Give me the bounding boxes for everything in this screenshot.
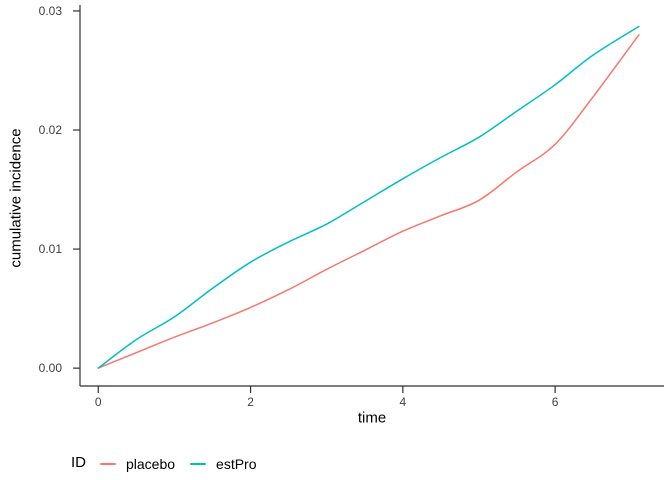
- y-tick-label: 0.01: [38, 242, 62, 257]
- legend-item-placebo: placebo: [100, 456, 175, 472]
- legend-line-swatch: [100, 463, 116, 465]
- y-tick-label: 0.03: [38, 3, 62, 18]
- legend: ID placebo estPro: [71, 452, 272, 473]
- x-tick-label: 6: [551, 395, 559, 409]
- legend-title: ID: [71, 453, 86, 471]
- x-tick-label: 0: [94, 395, 102, 409]
- legend-items: placebo estPro: [100, 452, 272, 472]
- series-line-placebo: [97, 34, 640, 369]
- y-tick-label: 0.02: [38, 123, 62, 138]
- legend-item-estPro: estPro: [190, 456, 257, 472]
- x-tick-label: 2: [247, 395, 254, 409]
- legend-label: placebo: [126, 456, 176, 472]
- x-tick-label: 4: [399, 395, 407, 409]
- legend-line-swatch: [190, 463, 207, 465]
- series-line-estPro: [97, 25, 640, 369]
- x-axis-title: time: [357, 409, 387, 427]
- y-tick-label: 0.00: [38, 361, 62, 376]
- legend-label: estPro: [216, 456, 257, 472]
